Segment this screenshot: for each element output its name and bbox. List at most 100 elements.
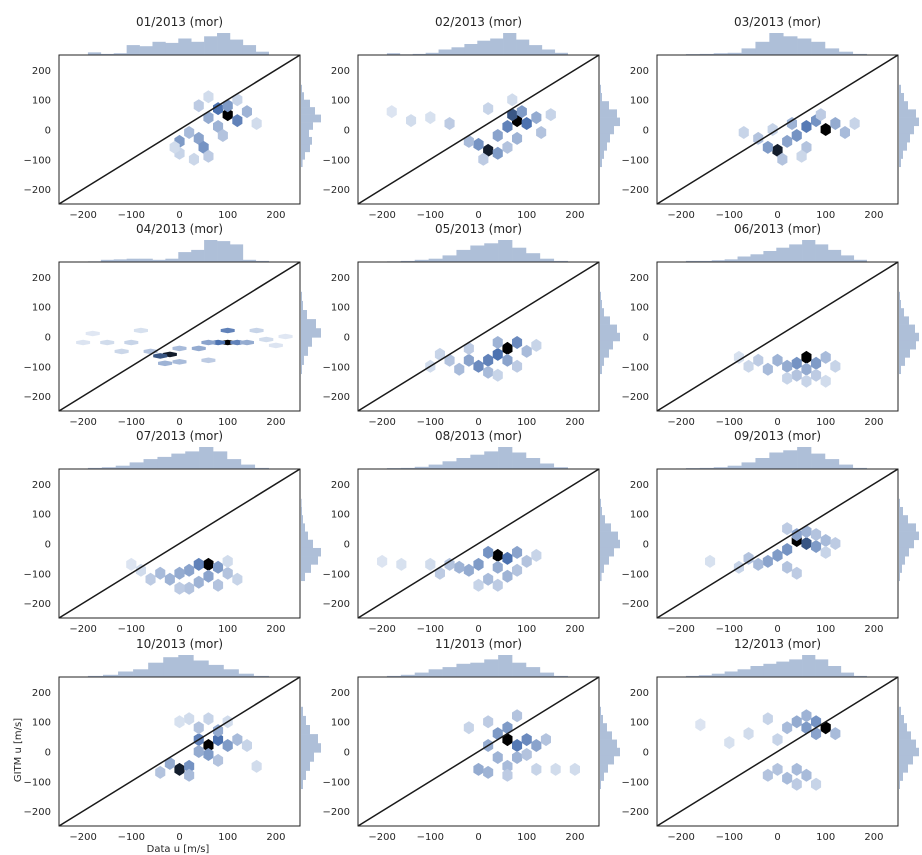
right-hist-bar (600, 539, 620, 549)
hexbin-cell (241, 739, 252, 752)
right-hist-bar (301, 752, 314, 762)
top-hist-bar (553, 467, 568, 469)
hexbin-cell (743, 727, 754, 741)
hexbin-cell (830, 537, 841, 550)
plot-frame (357, 676, 600, 827)
hexbin-cell (251, 117, 262, 130)
y-tick-label: 100 (32, 510, 51, 521)
x-tick-label: 100 (218, 832, 237, 843)
hexbin-cell (801, 525, 812, 539)
y-tick-label: 200 (630, 480, 649, 491)
y-tick-label: −100 (622, 569, 649, 580)
identity-line (58, 468, 301, 619)
top-hist-bar (428, 258, 443, 262)
plot-frame (656, 468, 899, 619)
hexbin-cell (772, 762, 783, 776)
x-tick-label: 200 (565, 832, 584, 843)
right-hist-bar (301, 564, 311, 573)
hexbin-cell (839, 126, 850, 139)
hexbin-cell (492, 129, 503, 142)
top-hist-bar (204, 36, 218, 55)
top-hist-bar (769, 452, 784, 469)
top-hist-bar (100, 53, 115, 55)
x-tick-label: 100 (816, 417, 835, 428)
x-tick-label: −100 (716, 624, 743, 635)
right-hist-bar (899, 706, 901, 716)
top-hist-bar (484, 451, 499, 469)
identity-line (357, 468, 600, 619)
hexbin-cell (164, 572, 175, 586)
subplot-8: 08/2013 (mor) −200 −100 0 100 200 200 100 0 −100 −… (323, 429, 620, 635)
top-hist-bar (711, 673, 725, 677)
subplot-7: 07/2013 (mor) −200 −100 0 100 200 200 100 0 −100 −… (24, 429, 321, 635)
top-hist-bar (165, 42, 179, 55)
x-tick-label: −100 (118, 210, 145, 221)
plot-frame (656, 54, 899, 205)
plot-frame (58, 468, 301, 619)
top-hist-bar (763, 663, 777, 677)
top-hist-bar (204, 240, 218, 262)
hexbin-cell (536, 126, 547, 139)
hexbin-cell (791, 762, 802, 776)
hexbin-cell (232, 572, 243, 586)
y-tick-label: 200 (32, 688, 51, 699)
hexbin-cell (830, 359, 841, 373)
hexbin-cell (521, 344, 532, 358)
hexbin-cell (545, 108, 556, 122)
hexbin-cell (811, 356, 822, 370)
x-tick-label: 0 (475, 624, 481, 635)
right-hist-bar (600, 764, 608, 773)
right-hist-bar (301, 310, 307, 320)
x-tick-label: −200 (368, 210, 395, 221)
top-hist-bar (386, 53, 401, 55)
x-tick-label: −100 (716, 417, 743, 428)
y-tick-label: 100 (331, 96, 350, 107)
right-hist-bar (600, 117, 620, 127)
right-hist-bar (600, 515, 605, 524)
hexbin-cell (820, 350, 831, 364)
top-hist-bar (414, 466, 429, 469)
y-tick-label: 0 (643, 540, 649, 551)
hexbin-cell (492, 146, 503, 160)
top-hist-bar (713, 467, 728, 469)
right-hist-bar (899, 556, 905, 565)
hexbin-cell (830, 727, 841, 741)
top-hist-bar (171, 453, 186, 469)
x-tick-label: −200 (69, 832, 96, 843)
hexbin-cell (184, 759, 195, 773)
hexbin-cell (222, 99, 233, 113)
plot-frame (357, 261, 600, 412)
hexbin-cell (473, 762, 484, 776)
top-hist-bar (442, 667, 457, 677)
hexbin-cell (492, 336, 503, 349)
top-hist-bar (525, 667, 541, 677)
hexbin-cell (174, 581, 185, 595)
top-hist-bar (484, 243, 499, 262)
top-hist-bar (255, 260, 269, 262)
y-tick-label: −100 (622, 777, 649, 788)
x-tick-label: −200 (69, 210, 96, 221)
x-tick-label: −200 (667, 624, 694, 635)
hexbin-cell (133, 327, 148, 334)
top-hist-bar (163, 657, 179, 677)
right-hist-bar (899, 723, 907, 732)
right-hist-bar (301, 122, 313, 130)
x-tick-label: −100 (417, 832, 444, 843)
x-tick-label: 100 (218, 417, 237, 428)
right-hist-bar (301, 779, 303, 790)
hexbin-cell (811, 528, 822, 542)
y-tick-label: −100 (24, 569, 51, 580)
x-tick-label: 0 (176, 624, 182, 635)
top-hist-bar (238, 673, 254, 677)
y-tick-label: −200 (622, 807, 649, 818)
x-tick-label: 100 (517, 417, 536, 428)
hexbin-cell (203, 739, 214, 752)
top-hist-bar (152, 41, 166, 55)
top-hist-bar (255, 51, 269, 55)
right-hist-bar (899, 564, 902, 573)
hexbin-cell (762, 712, 773, 726)
hexbin-cell (201, 339, 216, 346)
hexbin-cell (815, 108, 826, 122)
hexbin-cell (444, 353, 455, 367)
hexbin-cell (796, 149, 807, 163)
